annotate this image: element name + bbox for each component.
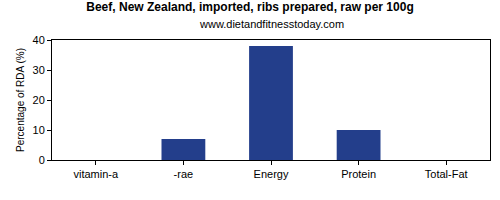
svg-text:20: 20 — [33, 94, 45, 106]
svg-text:www.dietandfitnesstoday.com: www.dietandfitnesstoday.com — [199, 18, 344, 30]
svg-text:10: 10 — [33, 124, 45, 136]
svg-text:-rae: -rae — [174, 168, 194, 180]
svg-text:0: 0 — [39, 154, 45, 166]
svg-text:Protein: Protein — [341, 168, 376, 180]
svg-text:40: 40 — [33, 34, 45, 46]
svg-text:Beef, New Zealand, imported, r: Beef, New Zealand, imported, ribs prepar… — [86, 0, 413, 14]
svg-text:Energy: Energy — [254, 168, 289, 180]
svg-text:30: 30 — [33, 64, 45, 76]
svg-text:vitamin-a: vitamin-a — [73, 168, 119, 180]
svg-text:Percentage of RDA (%): Percentage of RDA (%) — [15, 48, 26, 152]
svg-text:Total-Fat: Total-Fat — [425, 168, 468, 180]
